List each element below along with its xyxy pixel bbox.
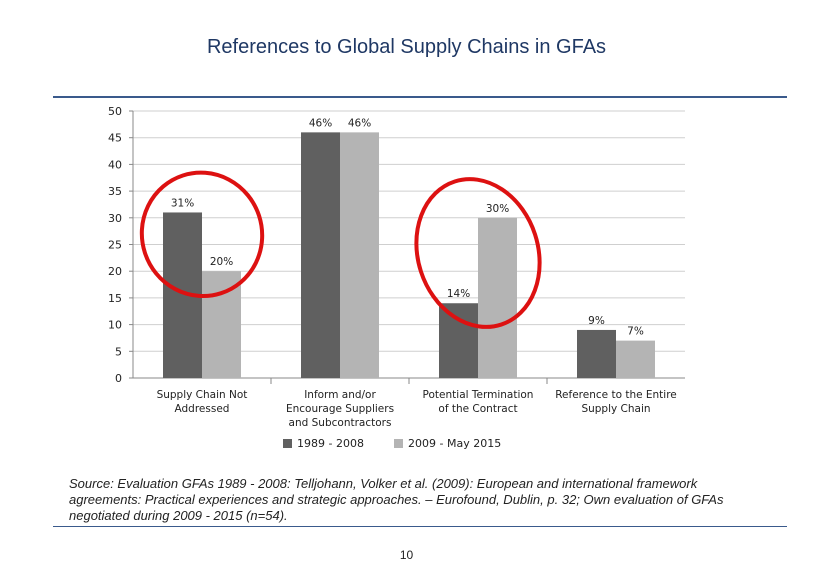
- title-divider: [53, 96, 787, 98]
- page-number: 10: [399, 548, 414, 562]
- chart-legend: 1989 - 2008 2009 - May 2015: [283, 437, 501, 450]
- y-tick-label: 20: [108, 265, 122, 278]
- data-label: 30%: [486, 203, 509, 215]
- x-category-label: Supply Chain: [581, 403, 650, 415]
- x-category-label: and Subcontractors: [289, 417, 392, 429]
- y-tick-label: 40: [108, 158, 122, 171]
- y-tick-label: 50: [108, 105, 122, 118]
- data-label: 20%: [210, 256, 233, 268]
- legend-swatch: [394, 439, 403, 448]
- x-category-label: Addressed: [175, 403, 230, 415]
- legend-label: 1989 - 2008: [297, 437, 364, 450]
- slide-title: References to Global Supply Chains in GF…: [206, 36, 607, 58]
- data-label: 9%: [588, 315, 605, 327]
- x-category-label: Inform and/or: [304, 389, 376, 401]
- bar-chart: 0 5 10 15 20 25 30 35 40 45 50 31% 20% 46% 46% 14% 30% 9…: [108, 105, 685, 450]
- bar: [616, 340, 655, 378]
- x-category-label: Potential Termination: [423, 389, 534, 401]
- x-category-label: Encourage Suppliers: [286, 403, 394, 415]
- bar: [301, 132, 340, 378]
- data-label: 46%: [309, 117, 332, 129]
- source-note: Source: Evaluation GFAs 1989 - 2008: Tel…: [69, 476, 724, 523]
- y-tick-label: 15: [108, 292, 122, 305]
- bar: [439, 303, 478, 378]
- bar: [577, 329, 616, 378]
- y-tick-label: 35: [108, 185, 122, 198]
- y-tick-label: 5: [115, 345, 122, 358]
- y-tick-label: 0: [115, 372, 122, 385]
- x-category-label: Reference to the Entire: [555, 389, 677, 401]
- highlight-circle: [139, 170, 265, 299]
- bottom-divider: [53, 526, 787, 527]
- data-label: 14%: [447, 288, 470, 300]
- y-tick-label: 30: [108, 212, 122, 225]
- legend-swatch: [283, 439, 292, 448]
- bars: [163, 132, 655, 378]
- data-labels: 31% 20% 46% 46% 14% 30% 9% 7%: [171, 117, 644, 337]
- bar: [340, 132, 379, 378]
- highlight-circles: [139, 170, 542, 329]
- x-category-label: Supply Chain Not: [157, 389, 248, 401]
- x-category-label: of the Contract: [438, 403, 517, 415]
- legend-label: 2009 - May 2015: [408, 437, 501, 450]
- y-tick-label: 25: [108, 239, 122, 252]
- bar: [478, 217, 517, 378]
- data-label: 31%: [171, 197, 194, 209]
- y-tick-label: 10: [108, 319, 122, 332]
- x-axis-categories: Supply Chain Not Addressed Inform and/or En…: [157, 378, 677, 429]
- data-label: 46%: [348, 117, 371, 129]
- data-label: 7%: [627, 326, 644, 338]
- y-tick-label: 45: [108, 132, 122, 145]
- highlight-circle: [414, 177, 542, 329]
